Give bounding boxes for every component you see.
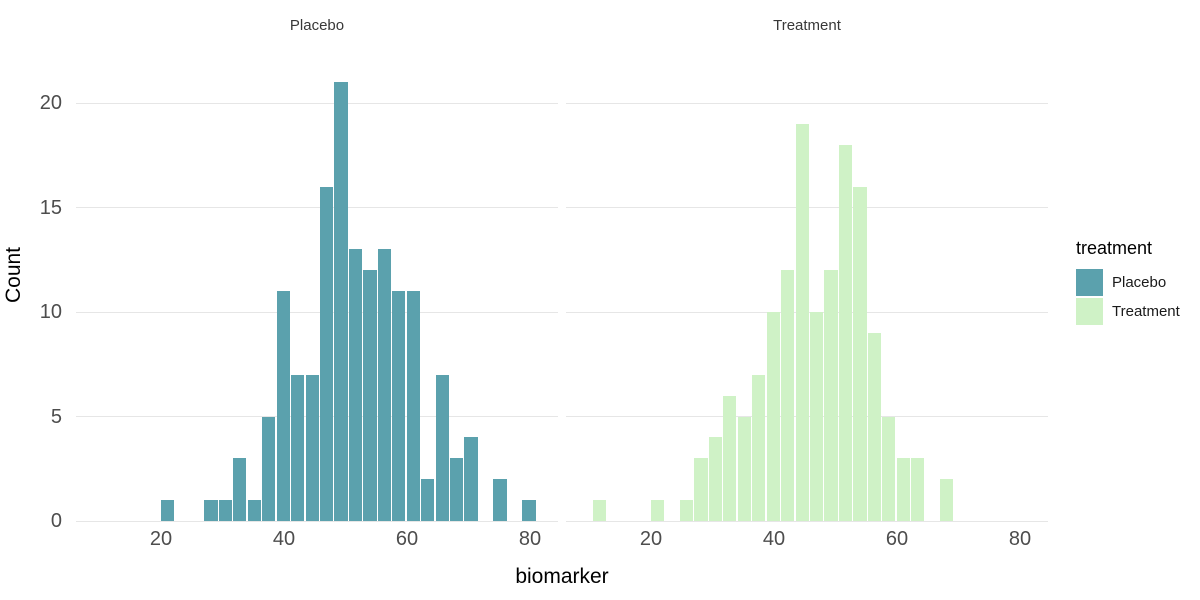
x-tick-label: 80 — [1008, 528, 1032, 550]
histogram-bar-treatment — [838, 144, 853, 521]
facet-strip-label-treatment: Treatment — [773, 17, 841, 34]
histogram-bar-placebo — [421, 479, 435, 521]
histogram-bar-placebo — [435, 374, 449, 521]
histogram-bar-placebo — [305, 374, 319, 521]
facet-strip-label-placebo: Placebo — [289, 17, 345, 34]
gridline-y-0 — [566, 520, 1048, 522]
y-tick-label: 10 — [39, 301, 62, 323]
x-tick-label: 80 — [518, 528, 542, 550]
histogram-bar-placebo — [377, 249, 392, 521]
y-axis-title: Count — [2, 246, 25, 304]
histogram-bar-placebo — [291, 374, 305, 521]
histogram-bar-treatment — [593, 500, 607, 521]
x-tick-label: 20 — [639, 528, 663, 550]
histogram-bar-treatment — [853, 186, 867, 521]
legend-item-placebo: Placebo — [1076, 269, 1180, 296]
panel-placebo — [76, 40, 558, 522]
histogram-bar-treatment — [795, 123, 809, 521]
histogram-bar-treatment — [723, 395, 737, 521]
gridline-y-20 — [76, 102, 558, 104]
legend-title: treatment — [1076, 238, 1153, 258]
x-tick-label: 40 — [762, 528, 786, 550]
histogram-bar-placebo — [204, 500, 218, 521]
y-tick-label: 20 — [39, 92, 62, 114]
histogram-bar-placebo — [319, 186, 334, 521]
histogram-bar-placebo — [233, 458, 247, 521]
panel-treatment — [566, 40, 1048, 522]
gridline-y-0 — [76, 520, 558, 522]
histogram-bar-placebo — [522, 500, 536, 521]
x-tick-label: 40 — [272, 528, 296, 550]
histogram-bar-treatment — [781, 270, 795, 521]
histogram-bar-placebo — [493, 479, 507, 521]
legend-swatch-treatment — [1076, 298, 1103, 325]
x-tick-label: 20 — [149, 528, 173, 550]
x-axis-title: biomarker — [515, 565, 609, 588]
histogram-bar-placebo — [464, 437, 478, 521]
y-tick-label: 15 — [39, 196, 62, 219]
legend-label-treatment: Treatment — [1112, 303, 1180, 320]
histogram-bar-treatment — [708, 437, 723, 521]
y-tick-label: 5 — [50, 405, 62, 428]
histogram-bar-placebo — [262, 416, 276, 521]
histogram-bar-placebo — [363, 270, 377, 521]
histogram-bar-placebo — [406, 291, 420, 521]
histogram-bar-treatment — [737, 416, 751, 521]
histogram-bar-treatment — [679, 500, 694, 521]
histogram-bar-treatment — [650, 500, 665, 521]
gridline-y-15 — [76, 207, 558, 208]
histogram-bar-treatment — [896, 458, 910, 521]
legend-swatch-placebo — [1076, 269, 1103, 296]
histogram-bar-treatment — [694, 458, 708, 521]
histogram-bar-placebo — [247, 500, 261, 521]
y-tick-label: 0 — [50, 510, 62, 532]
histogram-bar-treatment — [867, 332, 882, 521]
histogram-bar-placebo — [160, 500, 175, 521]
gridline-y-10 — [76, 311, 558, 313]
x-tick-label: 60 — [395, 528, 419, 550]
histogram-bar-placebo — [450, 458, 464, 521]
histogram-bar-placebo — [348, 249, 363, 521]
legend: treatment Placebo Treatment — [1076, 238, 1180, 327]
legend-item-treatment: Treatment — [1076, 298, 1180, 325]
histogram-bar-treatment — [824, 270, 838, 521]
histogram-bar-treatment — [809, 312, 824, 521]
histogram-bar-placebo — [276, 291, 290, 521]
histogram-bar-placebo — [334, 82, 348, 521]
x-tick-label: 60 — [885, 528, 909, 550]
histogram-bar-treatment — [911, 458, 925, 521]
histogram-bar-treatment — [940, 479, 954, 521]
histogram-bar-treatment — [752, 374, 766, 521]
legend-label-placebo: Placebo — [1112, 274, 1167, 291]
gridline-y-20 — [566, 102, 1048, 104]
histogram-bar-placebo — [392, 291, 406, 521]
histogram-bar-treatment — [766, 312, 780, 521]
histogram-bar-treatment — [882, 416, 896, 521]
histogram-bar-placebo — [218, 500, 233, 521]
